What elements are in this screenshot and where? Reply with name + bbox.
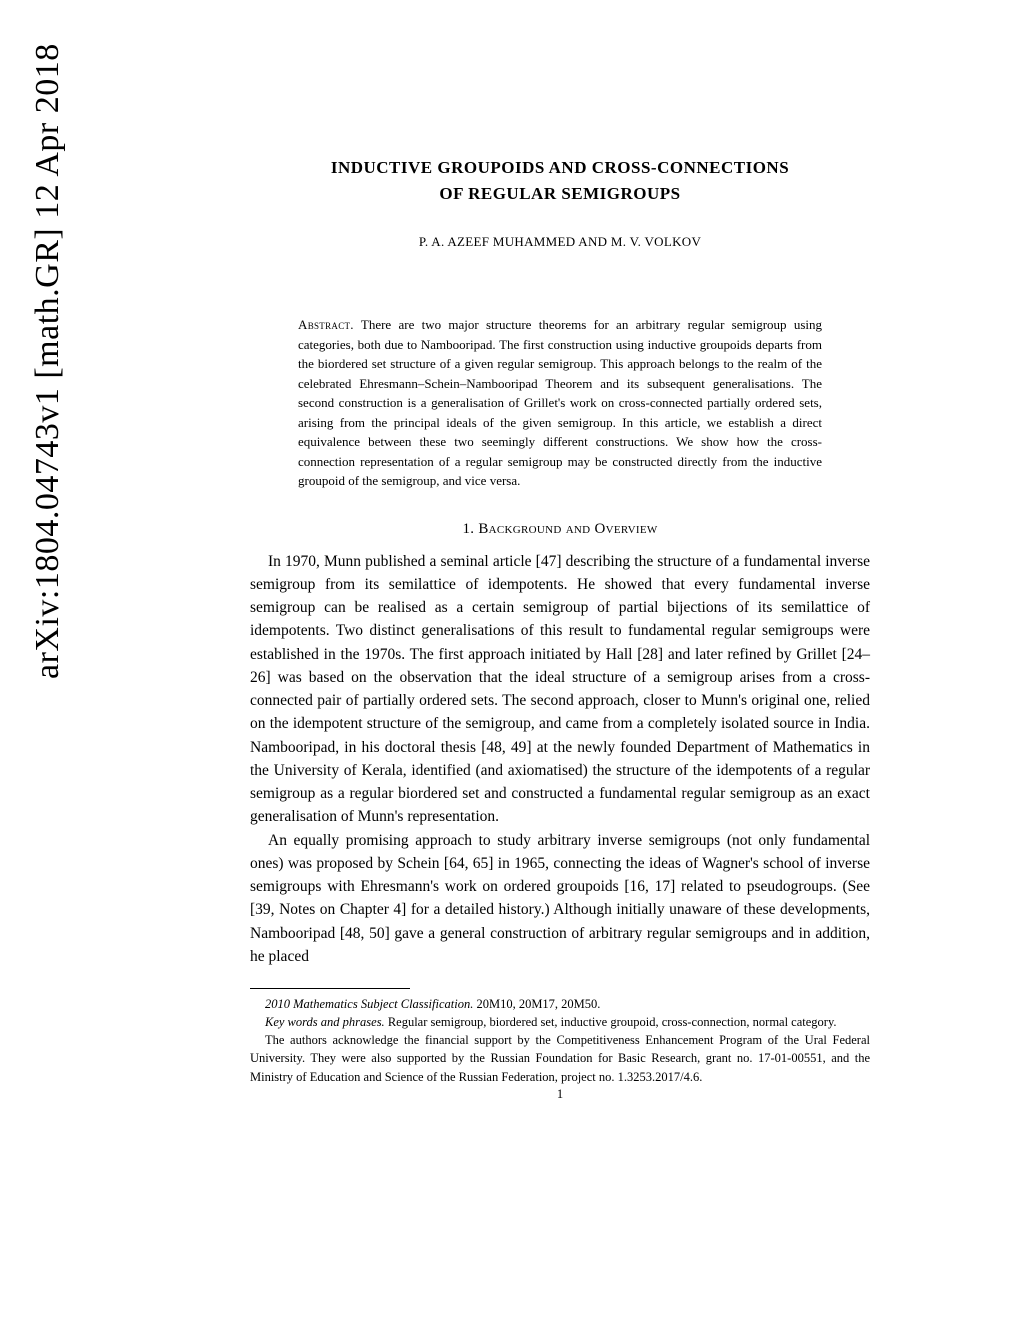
paragraph-2: An equally promising approach to study a… xyxy=(250,829,870,969)
page-number: 1 xyxy=(250,1087,870,1102)
paragraph-1: In 1970, Munn published a seminal articl… xyxy=(250,550,870,829)
section-heading: 1. Background and Overview xyxy=(250,521,870,538)
footnote-keywords-value: Regular semigroup, biordered set, induct… xyxy=(388,1015,837,1029)
abstract-text: There are two major structure theorems f… xyxy=(298,317,822,488)
paper-title: INDUCTIVE GROUPOIDS AND CROSS-CONNECTION… xyxy=(250,155,870,206)
arxiv-identifier: arXiv:1804.04743v1 [math.GR] 12 Apr 2018 xyxy=(29,43,67,679)
footnote-msc: 2010 Mathematics Subject Classification.… xyxy=(250,995,870,1013)
title-line-1: INDUCTIVE GROUPOIDS AND CROSS-CONNECTION… xyxy=(331,158,789,177)
page-content: INDUCTIVE GROUPOIDS AND CROSS-CONNECTION… xyxy=(250,155,870,1102)
authors: P. A. AZEEF MUHAMMED AND M. V. VOLKOV xyxy=(250,234,870,250)
title-line-2: OF REGULAR SEMIGROUPS xyxy=(439,184,680,203)
footnote-divider xyxy=(250,988,410,989)
footnote-msc-value: 20M10, 20M17, 20M50. xyxy=(476,997,600,1011)
footnote-acknowledgement: The authors acknowledge the financial su… xyxy=(250,1031,870,1085)
footnote-msc-label: 2010 Mathematics Subject Classification. xyxy=(265,997,473,1011)
footnote-keywords: Key words and phrases. Regular semigroup… xyxy=(250,1013,870,1031)
body-text: In 1970, Munn published a seminal articl… xyxy=(250,550,870,969)
footnote-keywords-label: Key words and phrases. xyxy=(265,1015,385,1029)
footnotes: 2010 Mathematics Subject Classification.… xyxy=(250,995,870,1086)
abstract: Abstract. There are two major structure … xyxy=(298,315,822,491)
abstract-label: Abstract. xyxy=(298,317,354,332)
